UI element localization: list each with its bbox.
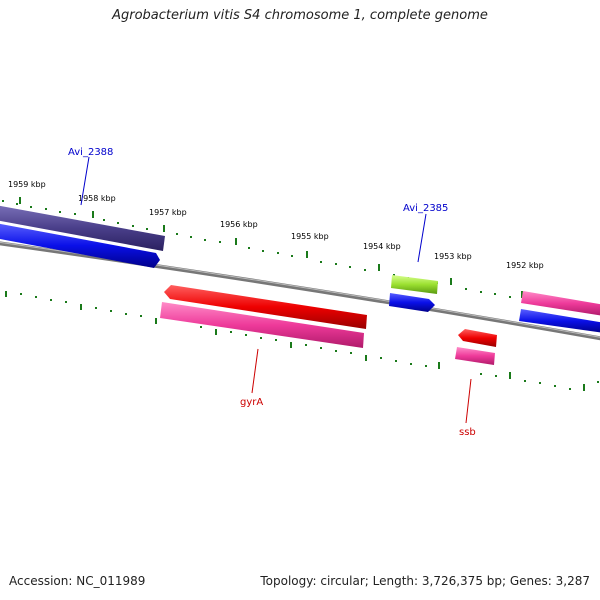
- cds-avi2388-purple[interactable]: [0, 205, 165, 251]
- accession-text: Accession: NC_011989: [9, 574, 146, 588]
- genome-backbone: [0, 241, 600, 341]
- cds-right-pink[interactable]: [521, 291, 600, 316]
- cds-avi2385-blue[interactable]: [389, 293, 435, 312]
- avi2385-connector: [417, 213, 427, 263]
- lower-tick-track: [5, 291, 599, 391]
- tick-label-1956: 1956 kbp: [220, 220, 258, 229]
- page-title: Agrobacterium vitis S4 chromosome 1, com…: [112, 8, 488, 23]
- cds-gyrA-red[interactable]: [164, 285, 367, 329]
- tick-label-1953: 1953 kbp: [434, 252, 472, 261]
- cds-avi2388-blue[interactable]: [0, 223, 160, 268]
- cds-ssb-red[interactable]: [458, 329, 497, 347]
- avi2388-connector: [80, 156, 90, 206]
- cds-gyrA-pink[interactable]: [160, 302, 364, 348]
- tick-label-1959: 1959 kbp: [8, 180, 46, 189]
- tick-label-1955: 1955 kbp: [291, 232, 329, 241]
- cds-avi2385-lime[interactable]: [391, 275, 438, 294]
- gyrA-connector: [251, 348, 259, 394]
- tick-label-1952: 1952 kbp: [506, 261, 544, 270]
- gene-label-avi2385[interactable]: Avi_2385: [403, 203, 448, 214]
- ssb-connector: [465, 378, 472, 424]
- cds-ssb-pink[interactable]: [455, 347, 495, 365]
- tick-label-1954: 1954 kbp: [363, 242, 401, 251]
- gene-label-avi2388[interactable]: Avi_2388: [68, 147, 113, 158]
- genome-summary-text: Topology: circular; Length: 3,726,375 bp…: [260, 574, 590, 588]
- tick-label-1957: 1957 kbp: [149, 208, 187, 217]
- gene-label-ssb[interactable]: ssb: [459, 427, 476, 438]
- cds-right-blue[interactable]: [519, 309, 600, 333]
- tick-label-1958: 1958 kbp: [78, 194, 116, 203]
- gene-label-gyrA[interactable]: gyrA: [240, 397, 263, 408]
